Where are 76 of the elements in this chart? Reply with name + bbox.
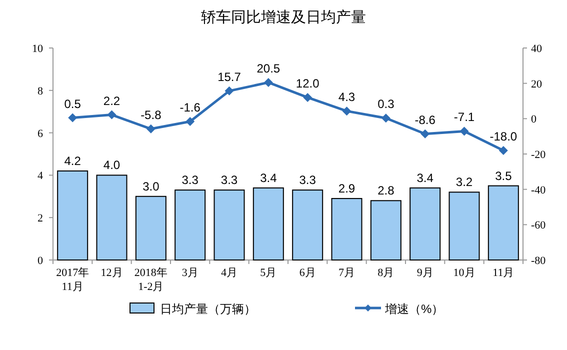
bar	[57, 170, 88, 260]
bar	[214, 190, 245, 260]
y2-tick-label: -80	[531, 255, 546, 267]
data-label: 3.3	[299, 173, 316, 188]
y-tick-label: 0	[38, 255, 44, 267]
point	[303, 92, 312, 102]
data-label: 3.4	[416, 170, 434, 185]
point	[460, 126, 469, 136]
data-label: -18.0	[490, 129, 518, 144]
bar	[174, 190, 206, 260]
y-tick-label: 10	[32, 43, 44, 55]
y2-tick-label: 20	[531, 78, 542, 90]
data-label: 0.5	[64, 96, 82, 111]
y-tick-label: 6	[38, 128, 44, 140]
data-label: 3.3	[182, 173, 199, 188]
point	[342, 106, 352, 116]
y2-tick-label: -40	[531, 184, 546, 196]
bar	[448, 192, 480, 260]
data-label: 2.2	[103, 94, 120, 108]
x-tick-label: 9月	[416, 267, 434, 279]
point	[186, 116, 195, 126]
data-label: 20.5	[256, 61, 280, 76]
y-tick-label: 4	[38, 170, 44, 182]
bar	[488, 185, 519, 260]
point	[68, 113, 78, 122]
point	[498, 146, 508, 155]
data-label: 3.4	[260, 170, 278, 185]
data-label: 15.7	[218, 70, 242, 84]
x-tick-label: 7月	[338, 267, 355, 279]
data-label: -7.1	[454, 110, 475, 124]
x-tick-label: 2017年 11月	[56, 267, 90, 293]
x-tick-label: 4月	[221, 267, 238, 279]
bar	[370, 200, 402, 260]
y2-tick-label: -20	[531, 149, 546, 161]
data-label: 4.3	[338, 90, 356, 104]
x-tick-label: 10月	[453, 267, 476, 279]
data-label: -5.8	[140, 108, 162, 122]
x-tick-label: 8月	[378, 267, 394, 279]
bar	[252, 187, 284, 260]
y-tick-label: 8	[38, 85, 44, 98]
y-tick-label: 2	[38, 212, 43, 225]
point	[224, 86, 234, 96]
bar	[135, 196, 166, 260]
data-label: 2.8	[378, 184, 395, 198]
x-tick-label: 12月	[100, 267, 123, 279]
data-label: 0.3	[378, 97, 395, 112]
point	[420, 129, 430, 138]
data-label: 4.0	[103, 158, 120, 172]
chart-title: 轿车同比增速及日均产量	[201, 9, 366, 26]
x-tick-label: 2018年 1-2月	[134, 267, 168, 293]
data-label: 2.9	[338, 182, 356, 196]
data-label: -8.6	[414, 112, 436, 127]
data-label: -1.6	[180, 100, 201, 114]
point	[107, 110, 116, 120]
legend-label: 增速（%）	[384, 302, 444, 316]
bar	[331, 198, 362, 260]
point	[146, 124, 156, 134]
data-label: 3.3	[220, 173, 238, 188]
data-label: 3.0	[142, 179, 160, 194]
data-label: 3.2	[456, 175, 473, 190]
x-tick-label: 11月	[492, 267, 514, 279]
bar	[292, 190, 324, 260]
y2-tick-label: -60	[531, 220, 546, 232]
y2-tick-label: 0	[531, 114, 537, 126]
y2-tick-label: 40	[531, 43, 542, 55]
data-label: 12.0	[296, 76, 320, 90]
legend-label: 日均产量（万辆）	[160, 302, 256, 316]
point	[264, 78, 273, 87]
x-tick-label: 5月	[260, 267, 277, 279]
point	[381, 114, 390, 123]
data-label: 4.2	[64, 154, 82, 168]
x-tick-label: 6月	[299, 267, 316, 279]
data-label: 3.5	[495, 168, 512, 183]
x-tick-label: 3月	[182, 267, 198, 279]
bar	[410, 187, 441, 260]
bar	[96, 174, 128, 260]
